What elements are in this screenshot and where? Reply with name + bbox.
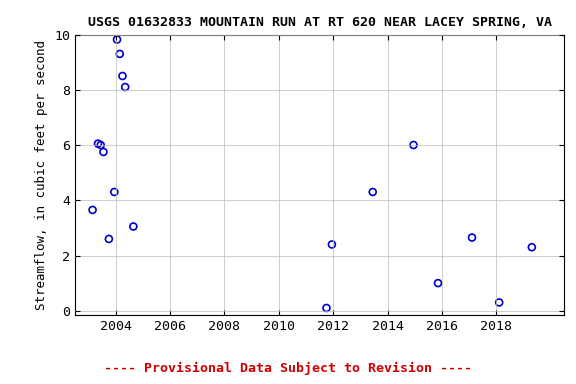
Point (99, 149, 108, 155)
Point (120, 84, 130, 90)
Point (433, 280, 442, 286)
Point (527, 244, 536, 250)
Point (327, 242, 336, 248)
Point (467, 235, 476, 241)
Point (118, 73, 127, 79)
Point (96, 142, 105, 148)
Point (129, 223, 138, 230)
Text: ---- Provisional Data Subject to Revision ----: ---- Provisional Data Subject to Revisio… (104, 362, 472, 375)
Point (93, 141, 103, 147)
Y-axis label: Streamflow, in cubic feet per second: Streamflow, in cubic feet per second (36, 40, 48, 310)
Point (104, 236, 113, 242)
Point (112, 36, 122, 43)
Point (88, 207, 97, 213)
Point (409, 142, 418, 148)
Point (109, 189, 119, 195)
Point (115, 51, 124, 57)
Point (495, 300, 504, 306)
Point (368, 189, 377, 195)
Title: USGS 01632833 MOUNTAIN RUN AT RT 620 NEAR LACEY SPRING, VA: USGS 01632833 MOUNTAIN RUN AT RT 620 NEA… (88, 16, 552, 29)
Point (322, 305, 331, 311)
